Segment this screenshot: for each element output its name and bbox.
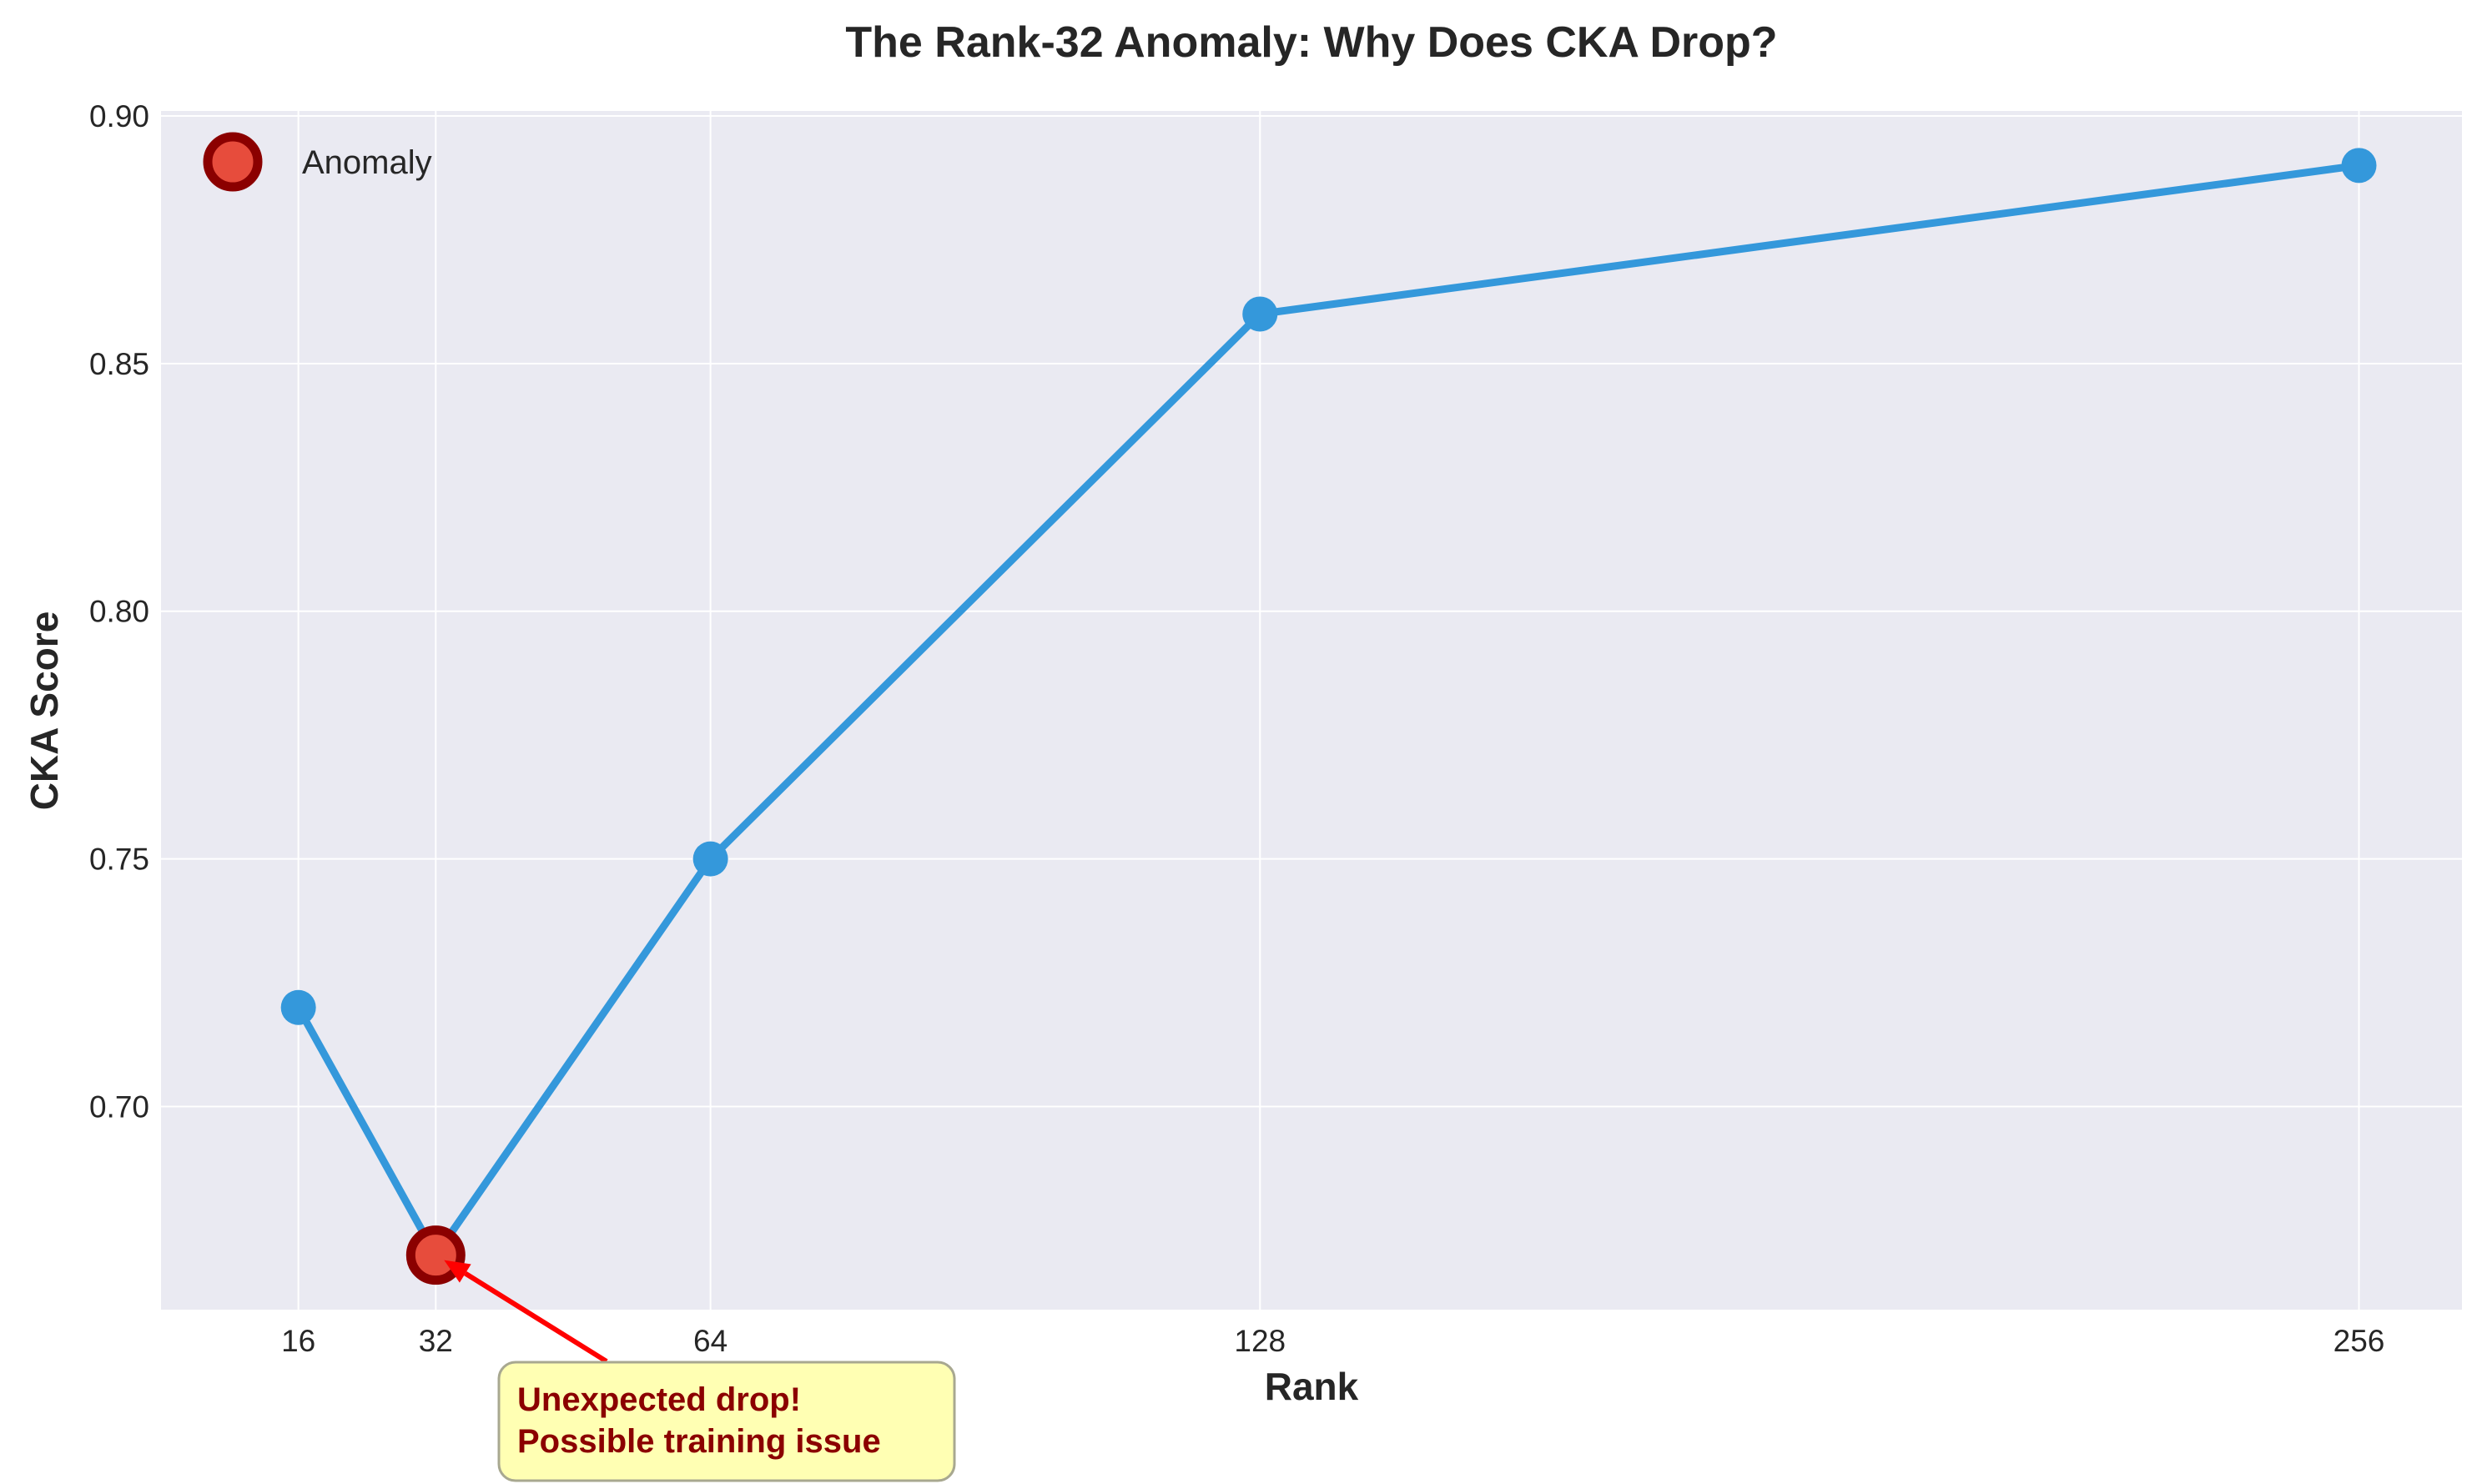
y-tick-label: 0.70: [89, 1090, 149, 1124]
data-point: [1242, 296, 1278, 332]
y-tick-label: 0.80: [89, 595, 149, 629]
legend-anomaly-marker: [203, 132, 263, 192]
grid-lines: [161, 111, 2462, 1310]
annotation-arrowhead: [444, 1260, 471, 1283]
data-point: [692, 841, 728, 877]
legend-label-anomaly: Anomaly: [302, 144, 432, 181]
axis-ticks: 16 32 64 128 256 0.70 0.75 0.80 0.85 0.90: [89, 99, 2384, 1358]
x-tick-label: 64: [693, 1324, 727, 1358]
annotation-layer: Unexpected drop! Possible training issue: [444, 1260, 956, 1482]
x-tick-label: 256: [2334, 1324, 2385, 1358]
annotation-arrow: [464, 1271, 608, 1364]
annotation-text-line: Possible training issue: [517, 1423, 881, 1460]
y-tick-label: 0.85: [89, 347, 149, 381]
y-tick-label: 0.90: [89, 99, 149, 133]
data-point: [280, 989, 316, 1025]
legend: Anomaly: [203, 132, 432, 192]
series-layer: [280, 148, 2377, 1285]
data-point: [2341, 148, 2377, 184]
annotation-box: [497, 1361, 956, 1482]
x-tick-label: 128: [1234, 1324, 1286, 1358]
x-axis-label: Rank: [1265, 1365, 1359, 1408]
annotation-text-line: Unexpected drop!: [517, 1381, 801, 1418]
x-tick-label: 16: [281, 1324, 315, 1358]
x-tick-label: 32: [419, 1324, 453, 1358]
y-tick-label: 0.75: [89, 843, 149, 877]
plot-area: [161, 111, 2462, 1310]
anomaly-marker: [405, 1225, 466, 1285]
chart-title: The Rank-32 Anomaly: Why Does CKA Drop?: [845, 18, 1777, 67]
y-axis-label: CKA Score: [23, 611, 66, 811]
